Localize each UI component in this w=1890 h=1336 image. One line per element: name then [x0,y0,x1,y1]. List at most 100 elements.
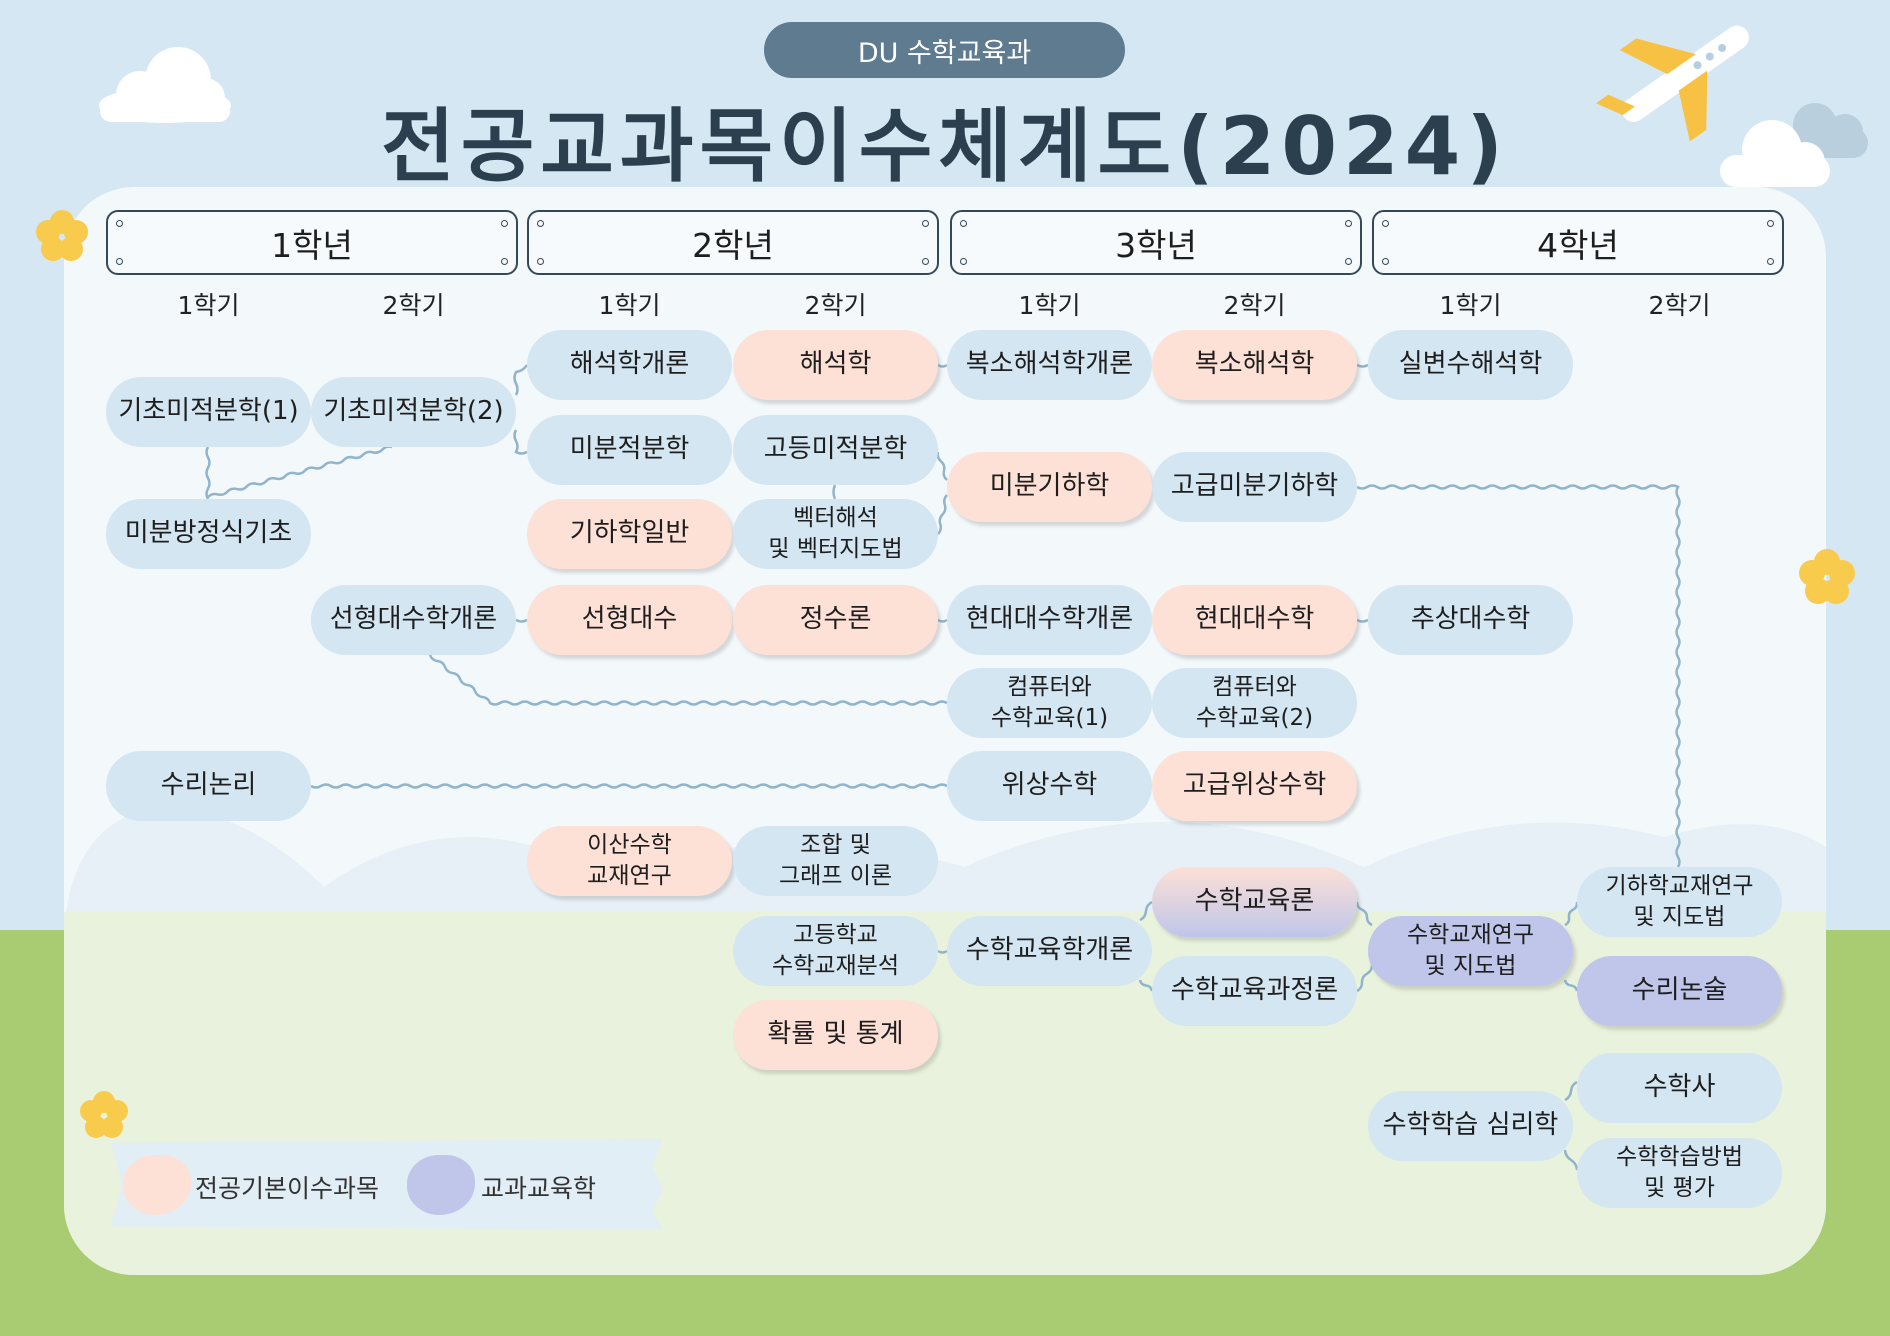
airplane-icon [1596,25,1749,142]
course-label: 실변수해석학 [1398,349,1543,380]
course-node: 선형대수 [527,585,732,655]
course-node: 기초미적분학(1) [106,377,311,447]
course-node: 수학교육과정론 [1152,956,1357,1026]
course-node: 해석학개론 [527,330,732,400]
course-node: 고등미적분학 [733,415,938,485]
course-label: 고급미분기하학 [1170,471,1339,502]
semester-label: 1학기 [1018,291,1081,320]
course-label: 수리논술 [1631,975,1728,1006]
legend-swatch-edu [407,1155,475,1215]
course-label: 기하학일반 [569,518,690,549]
course-label: 컴퓨터와 수학교육(2) [1195,673,1314,731]
cloud-icon [1720,120,1830,187]
course-label: 고급위상수학 [1182,770,1327,801]
course-label: 해석학 [799,349,872,380]
page-title: 전공교과목이수체계도(2024) [381,100,1509,193]
course-label: 선형대수 [581,604,678,635]
course-label: 수학학습 심리학 [1382,1110,1559,1141]
course-label: 조합 및 그래프 이론 [778,831,893,889]
course-node: 미분방정식기초 [106,499,311,569]
course-node: 컴퓨터와 수학교육(2) [1152,668,1357,738]
course-label: 기초미적분학(2) [323,396,504,427]
course-label: 선형대수학개론 [329,604,498,635]
course-node: 확률 및 통계 [733,1000,938,1070]
course-node: 수학교육론 [1152,867,1357,937]
course-label: 수학학습방법 및 평가 [1616,1143,1743,1201]
year-label: 3학년 [1115,225,1197,265]
course-label: 미분적분학 [569,434,690,465]
sky-decoration [99,25,1868,187]
semester-label: 1학기 [177,291,240,320]
course-node: 복소해석학개론 [947,330,1152,400]
course-label: 정수론 [799,604,872,635]
course-node: 수학학습 심리학 [1368,1091,1573,1161]
course-node: 벡터해석 및 벡터지도법 [733,499,938,569]
course-node: 기하학일반 [527,499,732,569]
course-node: 미분기하학 [947,452,1152,522]
year-header-2: 2학년 [527,210,939,275]
course-label: 위상수학 [1001,770,1098,801]
course-label: 고등미적분학 [763,434,908,465]
course-node: 수학사 [1577,1053,1782,1123]
legend-swatch-basic [123,1155,191,1215]
course-node: 선형대수학개론 [311,585,516,655]
course-node: 수리논술 [1577,956,1782,1026]
semester-label: 2학기 [382,291,445,320]
course-node: 실변수해석학 [1368,330,1573,400]
year-header-3: 3학년 [950,210,1362,275]
course-node: 이산수학 교재연구 [527,826,732,896]
course-label: 기초미적분학(1) [118,396,299,427]
semester-label: 2학기 [1648,291,1711,320]
course-label: 복소해석학 [1194,349,1315,380]
course-node: 수학학습방법 및 평가 [1577,1138,1782,1208]
course-node: 수리논리 [106,751,311,821]
legend-label-edu: 교과교육학 [481,1174,597,1203]
semester-label: 1학기 [1439,291,1502,320]
flower-icon [1799,549,1855,604]
cloud-icon [99,47,231,123]
course-label: 복소해석학개론 [965,349,1134,380]
course-label: 현대대수학 [1194,604,1315,635]
course-node: 해석학 [733,330,938,400]
course-node: 수학교재연구 및 지도법 [1368,916,1573,986]
course-label: 수학교육학개론 [965,935,1134,966]
course-node: 미분적분학 [527,415,732,485]
course-node: 기초미적분학(2) [311,377,516,447]
course-label: 미분기하학 [989,471,1110,502]
course-node: 컴퓨터와 수학교육(1) [947,668,1152,738]
semester-label: 1학기 [598,291,661,320]
course-label: 추상대수학 [1410,604,1531,635]
course-node: 현대대수학 [1152,585,1357,655]
course-node: 위상수학 [947,751,1152,821]
course-node: 추상대수학 [1368,585,1573,655]
course-label: 수학교재연구 및 지도법 [1407,921,1534,979]
legend: 전공기본이수과목 교과교육학 [111,1139,663,1230]
course-node: 고급위상수학 [1152,751,1357,821]
year-header-4: 4학년 [1372,210,1784,275]
course-node: 정수론 [733,585,938,655]
year-label: 2학년 [692,225,774,265]
course-label: 해석학개론 [569,349,690,380]
flower-icon [80,1091,128,1138]
year-header-1: 1학년 [106,210,518,275]
course-label: 기하학교재연구 및 지도법 [1605,872,1754,930]
course-label: 현대대수학개론 [965,604,1134,635]
semester-label: 2학기 [1223,291,1286,320]
semester-label: 2학기 [804,291,867,320]
course-label: 수학교육과정론 [1170,975,1339,1006]
flower-icon [36,210,88,261]
year-label: 4학년 [1537,225,1619,265]
course-node: 조합 및 그래프 이론 [733,826,938,896]
department-badge: DU 수학교육과 [764,22,1125,78]
course-label: 미분방정식기초 [124,518,293,549]
course-label: 수학교육론 [1194,886,1315,917]
course-node: 고급미분기하학 [1152,452,1357,522]
legend-label-basic: 전공기본이수과목 [195,1174,380,1203]
course-node: 복소해석학 [1152,330,1357,400]
course-label: 확률 및 통계 [767,1019,904,1050]
course-label: 컴퓨터와 수학교육(1) [990,673,1109,731]
course-label: 수학사 [1643,1072,1716,1103]
course-node: 기하학교재연구 및 지도법 [1577,867,1782,937]
course-node: 현대대수학개론 [947,585,1152,655]
